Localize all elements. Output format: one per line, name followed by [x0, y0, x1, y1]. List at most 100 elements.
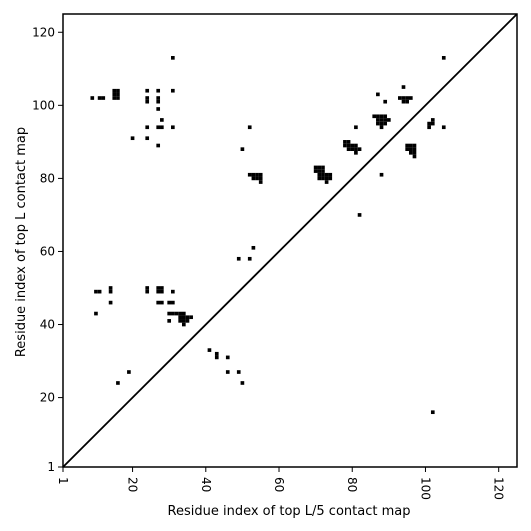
contact-point-upper [321, 165, 325, 170]
x-tick-label: 1 [56, 477, 70, 485]
contact-point-upper [145, 125, 150, 130]
contact-point-upper [412, 143, 417, 148]
contact-point-upper [324, 176, 329, 181]
contact-point-upper [427, 125, 431, 130]
contact-point-lower [108, 300, 113, 305]
contact-point-upper [317, 172, 322, 177]
contact-point-upper [412, 154, 417, 159]
contact-point-upper [401, 85, 406, 89]
contact-point-upper [145, 136, 150, 141]
contact-point-upper [171, 56, 175, 60]
contact-point-upper [145, 96, 150, 100]
contact-point-upper [258, 176, 263, 181]
contact-point-upper [441, 125, 446, 130]
contact-point-upper [328, 172, 333, 177]
contact-point-upper [346, 143, 351, 148]
contact-point-upper [379, 121, 384, 126]
contact-point-lower [127, 370, 131, 374]
plot-frame [62, 13, 518, 468]
contact-point-upper [408, 96, 413, 100]
contact-point-lower [178, 311, 182, 316]
contact-point-lower [160, 289, 164, 294]
contact-point-upper [255, 176, 259, 181]
contact-point-lower [97, 289, 102, 294]
contact-point-lower [214, 351, 219, 356]
contact-point-upper [171, 88, 175, 93]
contact-point-upper [357, 147, 362, 151]
x-tick-label: 40 [199, 477, 213, 492]
contact-point-lower [108, 289, 113, 294]
contact-point-upper [354, 147, 358, 151]
contact-point-upper [343, 143, 347, 148]
contact-point-lower [181, 315, 186, 320]
contact-point-lower [174, 311, 179, 316]
contact-point-upper [255, 172, 259, 177]
contact-point-upper [156, 107, 161, 111]
contact-point-upper [160, 118, 164, 122]
contact-point-upper [112, 96, 117, 100]
contact-point-lower [251, 245, 256, 250]
x-tick-label: 20 [126, 477, 140, 492]
contact-point-upper [171, 125, 175, 130]
contact-point-lower [225, 355, 230, 360]
contact-point-upper [430, 118, 435, 122]
contact-point-upper [346, 147, 351, 151]
contact-point-lower [171, 311, 175, 316]
contact-point-lower [185, 319, 190, 323]
contact-point-upper [427, 121, 431, 126]
contact-point-upper [258, 172, 263, 177]
contact-point-upper [430, 121, 435, 126]
contact-point-upper [97, 96, 102, 100]
contact-point-upper [405, 99, 409, 104]
y-tick-label: 120 [32, 25, 55, 39]
contact-point-upper [160, 125, 164, 130]
contact-point-upper [408, 143, 413, 148]
contact-point-lower [225, 370, 230, 374]
contact-point-upper [156, 96, 161, 100]
contact-point-upper [354, 125, 358, 130]
contact-point-upper [350, 147, 355, 151]
contact-point-lower [167, 311, 172, 316]
contact-point-lower [171, 300, 175, 305]
contact-point-upper [112, 88, 117, 93]
contact-point-lower [181, 322, 186, 327]
contact-point-upper [90, 96, 95, 100]
contact-point-upper [156, 125, 161, 130]
contact-point-upper [145, 88, 150, 93]
contact-point-upper [156, 143, 161, 148]
contact-point-upper [101, 96, 106, 100]
y-tick-label: 40 [40, 318, 55, 332]
contact-point-upper [258, 180, 263, 184]
x-tick-label: 100 [418, 477, 432, 500]
contact-point-upper [376, 92, 380, 97]
contact-point-lower [116, 381, 120, 385]
contact-point-upper [354, 143, 358, 148]
contact-point-upper [321, 169, 325, 173]
contact-point-upper [317, 165, 322, 170]
contact-point-lower [160, 286, 164, 290]
contact-point-lower [167, 319, 172, 323]
contact-point-lower [167, 300, 172, 305]
contact-point-upper [343, 140, 347, 144]
diagonal-line [62, 13, 518, 468]
contact-point-upper [350, 143, 355, 148]
x-tick-label: 80 [345, 477, 359, 492]
contact-point-upper [354, 150, 358, 155]
contact-point-upper [247, 172, 252, 177]
contact-point-upper [398, 96, 402, 100]
contact-point-upper [379, 172, 384, 177]
contact-point-upper [112, 92, 117, 97]
contact-point-lower [178, 319, 182, 323]
contact-point-upper [313, 169, 318, 173]
contact-point-upper [317, 169, 322, 173]
y-tick-label: 100 [32, 98, 55, 112]
contact-point-upper [379, 125, 384, 130]
contact-point-upper [379, 114, 384, 119]
contact-point-upper [116, 88, 120, 93]
contact-point-upper [346, 140, 351, 144]
contact-point-upper [251, 172, 256, 177]
y-tick-label: 80 [40, 171, 55, 185]
contact-point-lower [156, 289, 161, 294]
contact-point-upper [357, 213, 362, 217]
